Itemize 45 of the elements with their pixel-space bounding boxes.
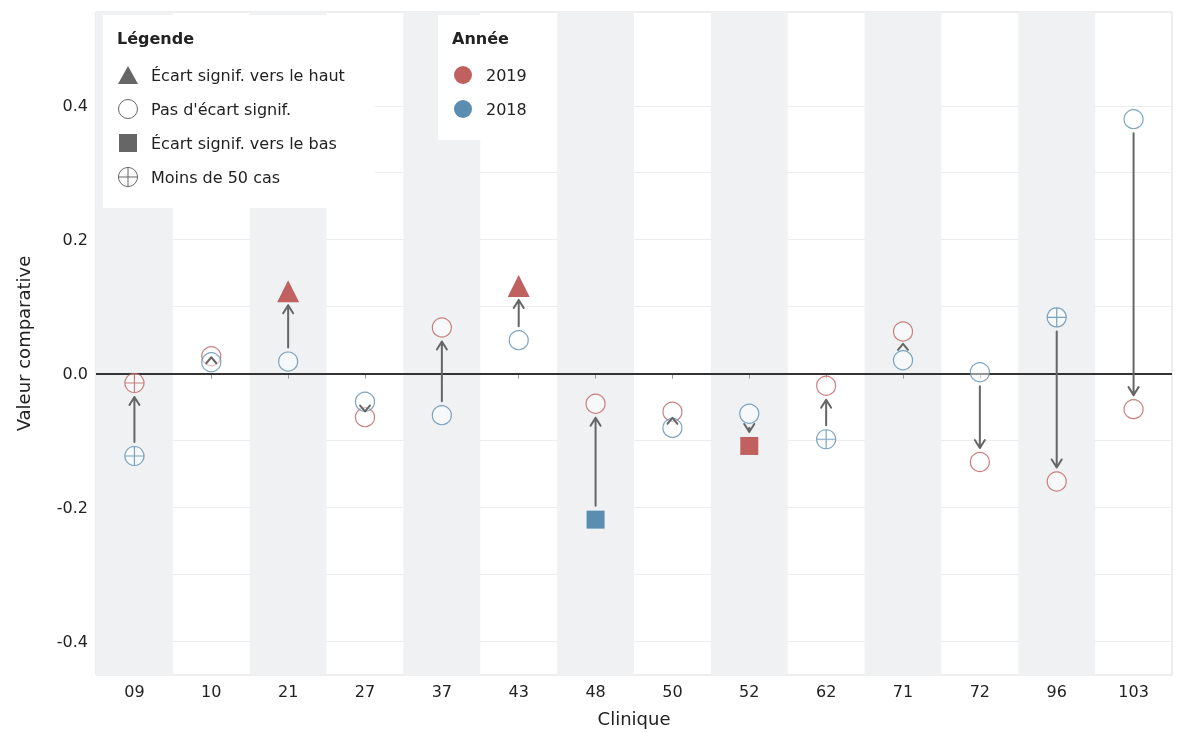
- point: [740, 436, 759, 455]
- x-tick-label: 103: [1118, 681, 1149, 701]
- x-tick-label: 96: [1046, 681, 1067, 701]
- legend-label: Écart signif. vers le bas: [151, 133, 337, 153]
- y-tick-label: 0.2: [62, 230, 88, 250]
- y-axis-title: Valeur comparative: [12, 255, 34, 432]
- y-tick-label: 0.0: [62, 364, 88, 384]
- x-tick-label: 52: [739, 681, 760, 701]
- x-axis-title: Clinique: [597, 707, 671, 729]
- point: [278, 351, 299, 372]
- point: [507, 274, 530, 297]
- point: [816, 429, 837, 450]
- x-tick-label: 48: [585, 681, 606, 701]
- point: [892, 321, 914, 342]
- x-tick-label: 09: [124, 681, 145, 701]
- point: [431, 405, 452, 426]
- x-tick-label: 72: [969, 681, 991, 701]
- x-tick-label: 71: [892, 681, 914, 701]
- y-tick-label: 0.4: [62, 96, 88, 116]
- point: [1046, 307, 1067, 328]
- legend-title: Légende: [117, 29, 196, 48]
- x-tick-label: 27: [354, 681, 376, 701]
- y-tick-label: -0.4: [56, 632, 88, 652]
- x-tick-label: 21: [277, 681, 299, 701]
- point: [892, 350, 914, 371]
- x-tick-label: 37: [431, 681, 453, 701]
- x-tick-label: 62: [815, 681, 837, 701]
- point: [277, 280, 300, 303]
- x-tick-label: 10: [201, 681, 222, 701]
- legend-label: Écart signif. vers le haut: [151, 65, 345, 85]
- legend-label: 2018: [486, 99, 527, 119]
- legend-label: Pas d'écart signif.: [151, 99, 292, 119]
- point: [585, 393, 606, 414]
- point: [124, 372, 145, 394]
- legend-label: 2019: [486, 65, 527, 85]
- y-tick-label: -0.2: [56, 498, 88, 518]
- point: [739, 403, 760, 424]
- point: [1046, 471, 1067, 492]
- point: [586, 510, 605, 529]
- legend-label: Moins de 50 cas: [151, 167, 281, 187]
- x-tick-label: 50: [662, 681, 683, 701]
- x-tick-label: 43: [508, 681, 529, 701]
- point: [431, 317, 452, 338]
- annotation: Année: [452, 29, 510, 48]
- point: [124, 445, 145, 467]
